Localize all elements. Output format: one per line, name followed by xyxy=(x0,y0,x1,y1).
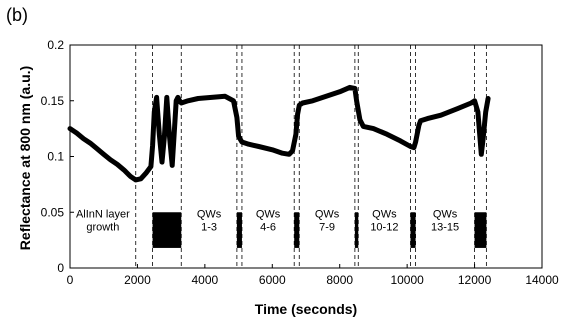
y-tick-label: 0.15 xyxy=(41,94,65,108)
y-axis-title: Reflectance at 800 nm (a.u.) xyxy=(17,66,33,250)
x-tick-label: 6000 xyxy=(259,273,286,287)
x-tick-label: 12000 xyxy=(458,273,492,287)
growth-bar xyxy=(294,212,300,248)
x-tick-label: 10000 xyxy=(390,273,424,287)
x-tick-label: 0 xyxy=(67,273,74,287)
y-tick-label: 0.2 xyxy=(47,38,64,52)
region-label: QWs 7-9 xyxy=(315,208,340,233)
region-label: AlInN layer growth xyxy=(76,208,130,233)
region-label: QWs 10-12 xyxy=(370,208,398,233)
plot-area: 0 2000 4000 6000 8000 10000 12000 14000 0 0.05 0.1… xyxy=(41,38,559,287)
region-label: QWs 4-6 xyxy=(256,208,281,233)
x-tick-label: 14000 xyxy=(525,273,559,287)
growth-bar xyxy=(354,212,359,248)
x-tick-label: 4000 xyxy=(192,273,219,287)
y-tick-label: 0 xyxy=(57,261,64,275)
y-tick-label: 0.1 xyxy=(47,150,64,164)
region-label: QWs 13-15 xyxy=(431,208,459,233)
x-tick-label: 8000 xyxy=(326,273,353,287)
growth-bar xyxy=(410,212,416,248)
plot-frame xyxy=(69,44,543,269)
growth-bar xyxy=(152,212,182,248)
y-tick-label: 0.05 xyxy=(41,205,65,219)
x-axis-title: Time (seconds) xyxy=(255,301,357,317)
reflectance-trace xyxy=(67,84,491,183)
growth-bar xyxy=(474,212,487,248)
region-label: QWs 1-3 xyxy=(197,208,222,233)
growth-bar xyxy=(236,212,242,248)
x-tick-label: 2000 xyxy=(124,273,151,287)
panel-label: (b) xyxy=(6,5,28,25)
